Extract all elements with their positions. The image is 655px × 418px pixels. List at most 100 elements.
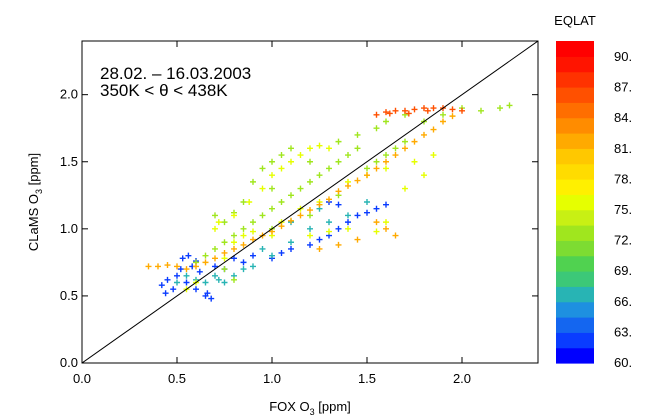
scatter-point bbox=[478, 107, 484, 114]
scatter-point bbox=[278, 249, 285, 256]
x-tick-label: 1.5 bbox=[358, 371, 376, 386]
scatter-point bbox=[326, 219, 332, 226]
scatter-point bbox=[288, 158, 294, 165]
scatter-point bbox=[174, 272, 180, 279]
x-axis-label: FOX O3 [ppm] bbox=[269, 399, 351, 417]
scatter-point bbox=[364, 165, 370, 172]
colorbar-segment bbox=[556, 332, 594, 349]
scatter-point bbox=[411, 138, 418, 145]
scatter-point bbox=[373, 205, 380, 212]
scatter-point bbox=[183, 266, 190, 273]
scatter-point bbox=[354, 131, 361, 138]
colorbar-segment bbox=[556, 71, 594, 88]
scatter-point bbox=[335, 241, 342, 248]
colorbar-tick-label: 90. bbox=[614, 49, 632, 64]
annotation-theta: 350K < θ < 438K bbox=[100, 81, 228, 100]
scatter-point bbox=[354, 236, 361, 243]
scatter-point bbox=[392, 107, 399, 114]
scatter-point bbox=[373, 219, 380, 226]
scatter-point bbox=[316, 236, 323, 243]
scatter-point bbox=[240, 241, 247, 248]
scatter-point bbox=[345, 225, 351, 232]
scatter-point bbox=[231, 232, 237, 239]
scatter-point bbox=[430, 126, 437, 133]
scatter-point bbox=[278, 223, 285, 230]
scatter-point bbox=[373, 228, 380, 235]
scatter-point bbox=[307, 178, 313, 185]
colorbar-tick-label: 72. bbox=[614, 233, 632, 248]
colorbar-tick-label: 75. bbox=[614, 202, 632, 217]
scatter-point bbox=[307, 212, 313, 219]
scatter-point bbox=[278, 199, 285, 205]
colorbar-segment bbox=[556, 194, 594, 211]
scatter-point bbox=[269, 185, 275, 192]
scatter-point bbox=[240, 199, 247, 205]
scatter-point bbox=[193, 286, 199, 293]
colorbar-segment bbox=[556, 255, 594, 272]
scatter-point bbox=[335, 158, 342, 165]
scatter-point bbox=[170, 286, 177, 293]
colorbar-segment bbox=[556, 271, 594, 287]
scatter-point bbox=[364, 209, 370, 216]
y-axis: 0.0 0.5 1.0 1.5 2.0 bbox=[60, 87, 538, 370]
colorbar-segment bbox=[556, 41, 594, 57]
scatter-point bbox=[326, 145, 332, 152]
colorbar-tick-label: 69. bbox=[614, 263, 632, 278]
scatter-point bbox=[240, 259, 247, 266]
scatter-point bbox=[364, 199, 370, 205]
scatter-point bbox=[183, 279, 190, 286]
scatter-point bbox=[316, 172, 323, 179]
scatter-point bbox=[307, 158, 313, 165]
scatter-point bbox=[335, 201, 342, 208]
scatter-point bbox=[383, 158, 389, 165]
y-axis-label: CLaMS O3 [ppm] bbox=[26, 153, 44, 251]
scatter-point bbox=[221, 219, 228, 226]
colorbar-segment bbox=[556, 102, 594, 119]
scatter-point bbox=[250, 236, 256, 243]
scatter-point bbox=[215, 276, 222, 283]
scatter-point bbox=[373, 165, 380, 172]
scatter-point bbox=[307, 145, 313, 152]
scatter-point bbox=[383, 152, 389, 159]
colorbar-tick-label: 81. bbox=[614, 141, 632, 156]
scatter-point bbox=[250, 263, 256, 270]
scatter-point bbox=[288, 192, 294, 199]
scatter-point bbox=[288, 145, 294, 152]
scatter-point bbox=[430, 152, 437, 159]
scatter-point bbox=[316, 201, 323, 208]
scatter-point bbox=[250, 228, 256, 235]
scatter-point bbox=[183, 272, 190, 279]
colorbar-tick-label: 63. bbox=[614, 324, 632, 339]
scatter-point bbox=[278, 152, 285, 159]
scatter-point bbox=[250, 219, 256, 226]
scatter-point bbox=[231, 212, 237, 219]
colorbar bbox=[556, 41, 594, 364]
scatter-point bbox=[250, 178, 256, 185]
scatter-point bbox=[297, 185, 304, 192]
scatter-point bbox=[231, 245, 237, 252]
scatter-point bbox=[278, 165, 285, 172]
scatter-point bbox=[204, 290, 211, 297]
scatter-point bbox=[345, 212, 351, 219]
scatter-point bbox=[269, 252, 275, 259]
scatter-point bbox=[440, 111, 446, 118]
scatter-point bbox=[392, 145, 399, 152]
scatter-point bbox=[383, 118, 389, 125]
scatter-point bbox=[259, 212, 266, 219]
scatter-point bbox=[307, 241, 313, 248]
scatter-point bbox=[383, 219, 389, 226]
scatter-point bbox=[212, 245, 218, 252]
y-tick-label: 0.5 bbox=[60, 288, 78, 303]
scatter-point bbox=[212, 225, 218, 232]
scatter-point bbox=[354, 177, 361, 184]
scatter-point bbox=[185, 252, 192, 259]
scatter-point bbox=[402, 107, 408, 114]
scatter-point bbox=[316, 142, 323, 149]
scatter-point bbox=[193, 263, 199, 270]
scatter-point bbox=[402, 145, 408, 152]
scatter-point bbox=[506, 102, 513, 109]
x-tick-label: 2.0 bbox=[453, 371, 471, 386]
y-tick-label: 2.0 bbox=[60, 87, 78, 102]
colorbar-title: EQLAT bbox=[554, 13, 596, 28]
